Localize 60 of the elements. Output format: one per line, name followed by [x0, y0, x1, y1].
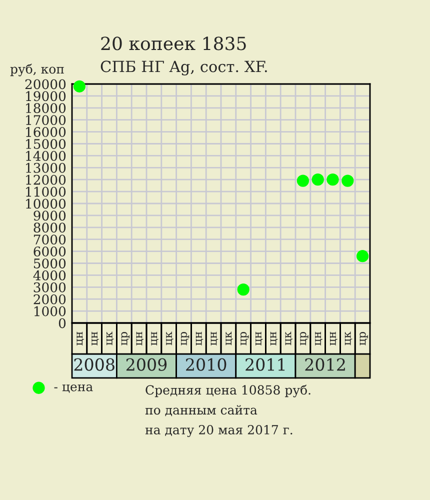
x-tick-label: цк	[344, 332, 352, 346]
point	[342, 174, 354, 187]
text: 2011	[246, 358, 285, 371]
y-tick-label: 10000	[26, 198, 66, 209]
text: на дату 20 мая 2017 г.	[145, 424, 292, 438]
y-tick-label: 0	[58, 318, 66, 328]
point	[326, 174, 339, 186]
y-tick-label: 3000	[34, 282, 66, 292]
x-tick-label: цк	[226, 332, 234, 346]
x-tick-label: цр	[180, 332, 190, 346]
point	[237, 283, 250, 296]
x-tick-label: цк	[166, 332, 174, 346]
y-axis-title: руб, коп	[10, 64, 64, 76]
chart-subtitle: СПБ НГ Ag, сост. XF.	[100, 60, 267, 76]
point	[73, 80, 86, 92]
y-tick-label: 6000	[34, 246, 66, 256]
y-tick-label: 17000	[26, 115, 66, 126]
y-tick-label: 19000	[26, 91, 66, 102]
x-tick-label: цр	[300, 332, 308, 346]
x-tick-label: цн	[151, 332, 159, 346]
x-tick-label: цк	[106, 332, 114, 346]
x-tick-label: цн	[196, 332, 204, 346]
text: 2010	[186, 358, 226, 371]
x-tick-label: цк	[285, 332, 293, 346]
y-tick-label: 5000	[34, 258, 66, 268]
x-tick-label: цн	[210, 332, 218, 346]
point	[296, 174, 310, 187]
legend-label: - цена	[54, 384, 93, 393]
x-tick-label: цр	[121, 332, 130, 346]
x-tick-label: цр	[360, 332, 368, 346]
x-tick-label: цн	[315, 332, 322, 346]
text: 2008	[74, 358, 114, 371]
x-tick-label: цн	[76, 332, 84, 346]
y-tick-label: 15000	[26, 138, 66, 149]
text: Средняя цена 10858 руб.	[146, 384, 310, 398]
x-tick-label: цн	[256, 332, 263, 346]
y-tick-label: 4000	[33, 270, 66, 280]
y-tick-label: 20000	[25, 79, 66, 90]
y-tick-label: 11000	[26, 186, 66, 197]
x-tick-label: цн	[270, 332, 278, 346]
text: по данным сайта	[145, 405, 258, 416]
y-tick-label: 16000	[26, 127, 66, 137]
y-tick-label: 7000	[34, 234, 66, 245]
y-tick-label: 1000	[34, 306, 66, 316]
text: 2012	[305, 358, 345, 371]
y-tick-label: 8000	[34, 222, 66, 233]
point	[356, 250, 369, 262]
y-tick-label: 14000	[26, 150, 66, 161]
y-tick-label: 18000	[26, 103, 66, 114]
y-tick-label: 13000	[26, 162, 66, 173]
x-tick-label: цн	[330, 332, 338, 346]
y-tick-label: 12000	[26, 174, 66, 185]
text: 2009	[126, 358, 167, 371]
chart-title: 20 копеек 1835	[101, 36, 246, 50]
x-tick-label: цн	[92, 332, 99, 346]
point	[312, 174, 324, 186]
y-tick-label: 9000	[34, 210, 66, 221]
x-tick-label: цр	[240, 332, 249, 346]
x-tick-label: цн	[136, 332, 144, 346]
y-tick-label: 2000	[34, 294, 66, 304]
